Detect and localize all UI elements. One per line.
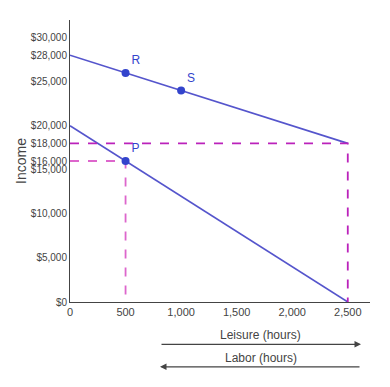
svg-text:$30,000: $30,000 (31, 32, 68, 43)
svg-text:$0: $0 (56, 297, 68, 308)
svg-text:Leisure (hours): Leisure (hours) (220, 328, 301, 342)
svg-text:$16,000: $16,000 (31, 156, 68, 167)
svg-text:$18,000: $18,000 (31, 138, 68, 149)
svg-text:2,000: 2,000 (278, 306, 306, 318)
svg-text:0: 0 (67, 306, 73, 318)
svg-text:Income: Income (13, 138, 29, 184)
svg-text:2,500: 2,500 (334, 306, 362, 318)
svg-text:S: S (187, 71, 195, 85)
svg-text:R: R (132, 53, 141, 67)
svg-text:500: 500 (116, 306, 134, 318)
svg-text:$10,000: $10,000 (31, 208, 68, 219)
svg-text:P: P (132, 141, 140, 155)
svg-text:$5,000: $5,000 (36, 252, 67, 263)
svg-text:$20,000: $20,000 (31, 120, 68, 131)
svg-text:1,500: 1,500 (223, 306, 251, 318)
svg-text:$28,000: $28,000 (31, 50, 68, 61)
svg-text:1,000: 1,000 (167, 306, 195, 318)
svg-text:$15,000: $15,000 (31, 164, 68, 175)
svg-text:Labor (hours): Labor (hours) (225, 351, 297, 365)
svg-text:$25,000: $25,000 (31, 76, 68, 87)
